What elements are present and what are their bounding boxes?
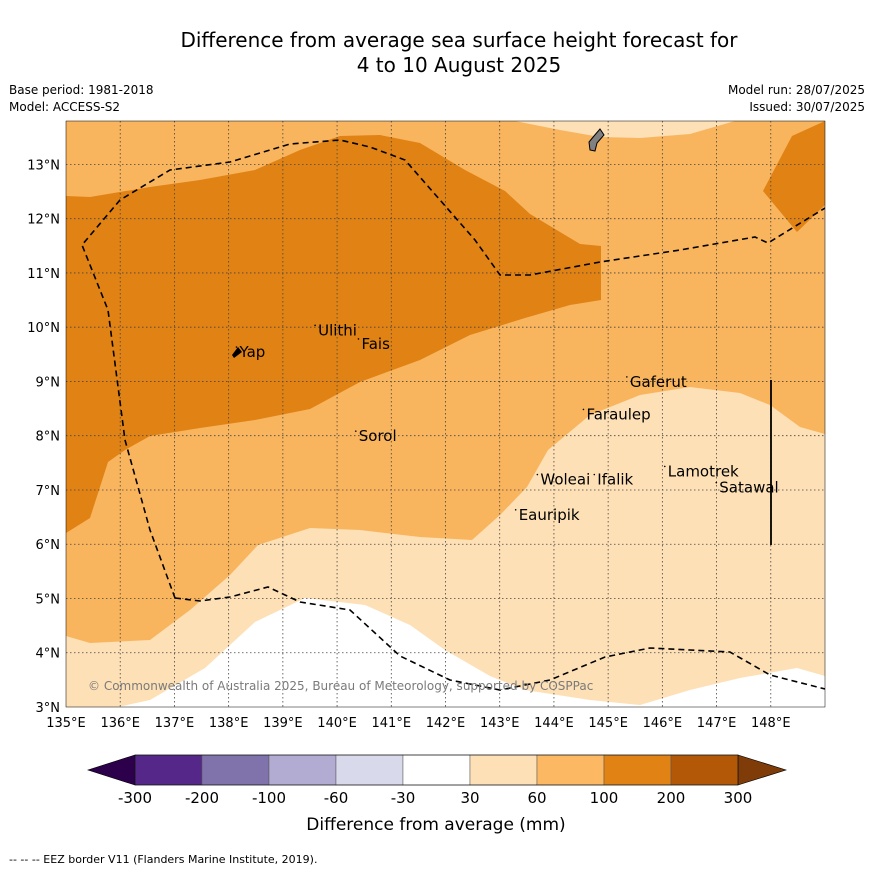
meta-right: Model run: 28/07/2025 Issued: 30/07/2025 <box>728 82 865 116</box>
lat-tick-label: 3°N <box>36 701 61 716</box>
colorbar-tick-label: -60 <box>324 789 349 807</box>
colorbar-segment <box>536 754 605 786</box>
colorbar-segment <box>201 754 270 786</box>
lon-tick-label: 148°E <box>751 716 791 731</box>
latitude-labels: 3°N 4°N 5°N 6°N 7°N 8°N 9°N 10°N 11°N 12°N 13°N <box>27 158 60 716</box>
place-label: Eauripik <box>519 506 580 524</box>
copyright-notice: © Commonwealth of Australia 2025, Bureau… <box>88 679 593 693</box>
colorbar-tick-label: -300 <box>118 789 152 807</box>
lon-tick-label: 146°E <box>643 716 683 731</box>
lon-tick-label: 142°E <box>426 716 466 731</box>
zone-30-60-north <box>515 121 735 138</box>
lat-tick-label: 5°N <box>36 592 61 607</box>
place-label: Sorol <box>359 427 397 445</box>
place-marker <box>715 481 718 484</box>
colorbar-tick-label: 60 <box>527 789 546 807</box>
lon-tick-label: 143°E <box>480 716 520 731</box>
colorbar-tick-label: -30 <box>391 789 416 807</box>
colorbar-segment <box>335 754 404 786</box>
place-label: Satawal <box>719 479 778 497</box>
lon-tick-label: 141°E <box>372 716 412 731</box>
lat-tick-label: 13°N <box>27 158 60 173</box>
place-label: Faraulep <box>586 405 650 423</box>
lat-tick-label: 4°N <box>36 647 61 662</box>
colorbar: -300 -200 -100 -60 -30 30 60 100 200 300 <box>87 754 788 807</box>
place-label: Fais <box>361 335 390 353</box>
lon-tick-label: 144°E <box>534 716 574 731</box>
zone-100-200-east <box>763 121 825 232</box>
place-label: Gaferut <box>630 373 687 391</box>
place-marker <box>536 473 539 476</box>
place-label: Ulithi <box>318 321 357 339</box>
lat-tick-label: 8°N <box>36 430 61 445</box>
place-label: Woleai <box>540 471 590 489</box>
colorbar-under-arrow <box>87 754 136 786</box>
zone-white-south <box>118 598 825 707</box>
place-marker <box>582 408 585 411</box>
colorbar-segment <box>134 754 203 786</box>
guam-island <box>588 128 605 152</box>
place-marker <box>235 346 238 348</box>
model-name: Model: ACCESS-S2 <box>9 100 121 114</box>
issued-date: Issued: 30/07/2025 <box>749 100 865 114</box>
lon-tick-label: 137°E <box>155 716 195 731</box>
lat-tick-label: 12°N <box>27 213 60 228</box>
lat-tick-label: 7°N <box>36 484 61 499</box>
chart-title: Difference from average sea surface heig… <box>0 28 873 78</box>
colorbar-segment <box>268 754 337 786</box>
lat-tick-label: 9°N <box>36 375 61 390</box>
colorbar-tick-label: 300 <box>724 789 753 807</box>
colorbar-segment <box>402 754 471 786</box>
colorbar-tick-label: 100 <box>590 789 619 807</box>
place-label: Ifalik <box>597 471 633 489</box>
yap-island <box>232 347 242 358</box>
colorbar-tick-label: -200 <box>185 789 219 807</box>
colorbar-frame <box>134 754 739 786</box>
lon-tick-label: 147°E <box>697 716 737 731</box>
lon-tick-label: 138°E <box>209 716 249 731</box>
model-run: Model run: 28/07/2025 <box>727 83 865 97</box>
place-marker <box>354 430 357 432</box>
lon-tick-label: 135°E <box>46 716 86 731</box>
place-marker <box>593 473 596 476</box>
lat-tick-label: 10°N <box>27 321 60 336</box>
lon-tick-label: 139°E <box>263 716 303 731</box>
colorbar-segment <box>469 754 538 786</box>
colorbar-tick-label: 30 <box>460 789 479 807</box>
title-line-1: Difference from average sea surface heig… <box>180 28 738 52</box>
place-label: Yap <box>238 343 265 361</box>
lon-tick-label: 145°E <box>588 716 628 731</box>
place-marker <box>663 465 666 468</box>
title-line-2: 4 to 10 August 2025 <box>356 53 562 77</box>
colorbar-title: Difference from average (mm) <box>306 815 565 835</box>
base-period: Base period: 1981-2018 <box>9 83 154 97</box>
place-marker <box>514 509 517 511</box>
longitude-labels: 135°E 136°E 137°E 138°E 139°E 140°E 141°E 142°E… <box>46 716 790 731</box>
place-label: Lamotrek <box>668 462 739 480</box>
lat-tick-label: 6°N <box>36 538 61 553</box>
colorbar-segment <box>603 754 672 786</box>
map-frame <box>65 120 826 708</box>
zone-100-200-main <box>66 135 601 533</box>
colorbar-tick-label: 200 <box>657 789 686 807</box>
eez-legend-footer: -- -- -- EEZ border V11 (Flanders Marine… <box>9 853 318 866</box>
lon-tick-label: 140°E <box>317 716 357 731</box>
place-marker <box>626 376 628 378</box>
eez-border <box>174 586 825 691</box>
place-marker <box>357 338 360 340</box>
meta-left: Base period: 1981-2018 Model: ACCESS-S2 <box>9 82 154 116</box>
lon-tick-label: 136°E <box>100 716 140 731</box>
colorbar-over-arrow <box>737 754 788 786</box>
graticule <box>66 121 825 707</box>
eez-border-north <box>81 139 825 599</box>
place-marker <box>314 324 316 327</box>
colorbar-segment <box>670 754 739 786</box>
colorbar-tick-label: -100 <box>252 789 286 807</box>
lat-tick-label: 11°N <box>27 267 60 282</box>
